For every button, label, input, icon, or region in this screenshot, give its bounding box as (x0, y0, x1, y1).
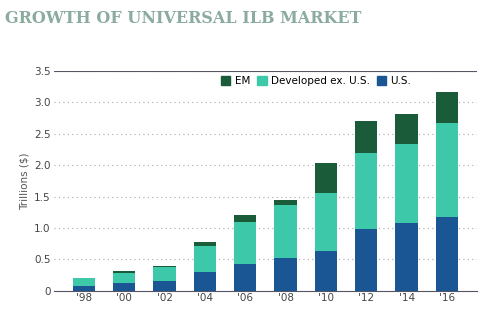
Bar (113, 273, 135, 283)
Bar (275, 258, 297, 291)
Bar (153, 266, 176, 267)
Bar (73, 278, 95, 286)
Bar (234, 215, 256, 222)
Bar (113, 271, 135, 273)
Bar (194, 242, 216, 245)
Legend: EM, Developed ex. U.S., U.S.: EM, Developed ex. U.S., U.S. (217, 72, 415, 90)
Bar (355, 153, 377, 229)
Bar (194, 272, 216, 291)
Bar (315, 251, 337, 291)
Bar (436, 122, 458, 217)
Bar (234, 222, 256, 264)
Bar (194, 245, 216, 272)
Bar (395, 144, 418, 223)
Y-axis label: Trillions ($): Trillions ($) (20, 152, 30, 210)
Bar (395, 114, 418, 144)
Bar (436, 92, 458, 122)
Bar (275, 205, 297, 258)
Bar (113, 283, 135, 291)
Text: GROWTH OF UNIVERSAL ILB MARKET: GROWTH OF UNIVERSAL ILB MARKET (5, 10, 361, 27)
Bar (395, 223, 418, 291)
Bar (355, 229, 377, 291)
Bar (153, 281, 176, 291)
Bar (315, 193, 337, 251)
Bar (355, 121, 377, 153)
Bar (73, 286, 95, 291)
Bar (315, 163, 337, 193)
Bar (234, 264, 256, 291)
Bar (275, 200, 297, 205)
Bar (153, 267, 176, 281)
Bar (436, 217, 458, 291)
